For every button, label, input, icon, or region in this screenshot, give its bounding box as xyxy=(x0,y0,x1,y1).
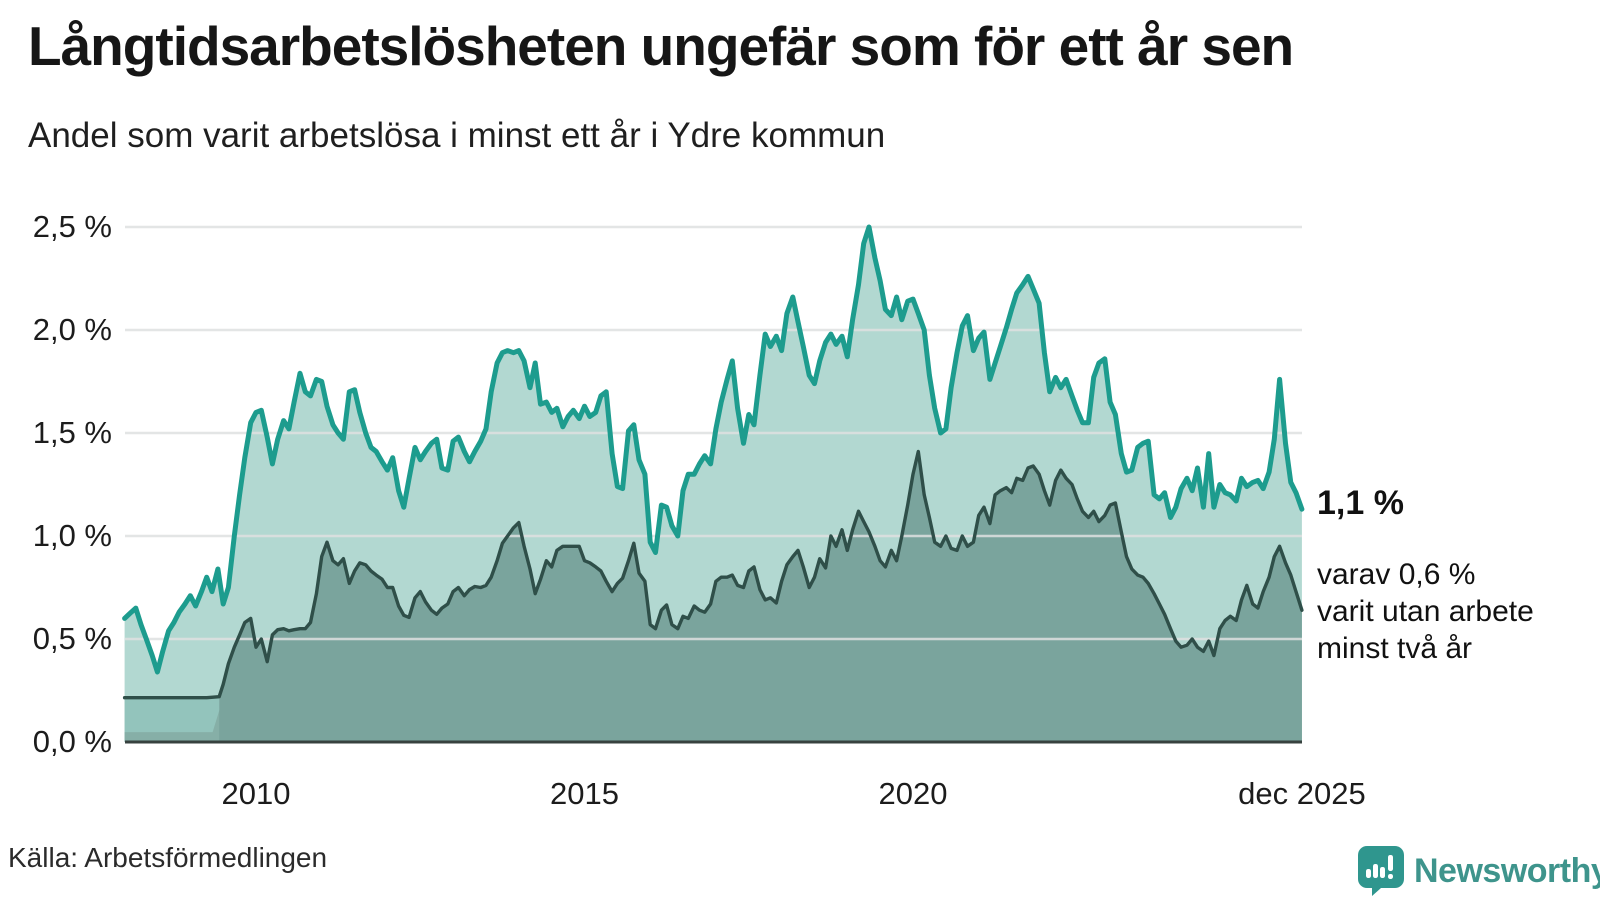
x-tick-label: dec 2025 xyxy=(1238,776,1366,811)
page-subtitle: Andel som varit arbetslösa i minst ett å… xyxy=(28,116,886,155)
y-tick-label: 0,5 % xyxy=(32,621,112,656)
source-label: Källa: Arbetsförmedlingen xyxy=(8,842,328,873)
newsworthy-wordmark: Newsworthy xyxy=(1414,851,1600,890)
x-tick-label: 2020 xyxy=(878,776,948,811)
annotation-latest-total: 1,1 % xyxy=(1317,484,1404,522)
newsworthy-icon xyxy=(1358,846,1404,896)
y-tick-label: 0,0 % xyxy=(32,724,112,759)
annotation-two-year-note: varav 0,6 % varit utan arbete minst två … xyxy=(1317,558,1534,665)
newsworthy-logo[interactable]: Newsworthy xyxy=(1358,846,1600,896)
y-tick-label: 2,0 % xyxy=(32,312,112,347)
page-title: Långtidsarbetslösheten ungefär som för e… xyxy=(28,15,1294,77)
y-tick-label: 1,0 % xyxy=(32,518,112,553)
x-tick-label: 2015 xyxy=(550,776,619,811)
y-tick-label: 1,5 % xyxy=(32,415,112,450)
x-tick-label: 2010 xyxy=(221,776,291,811)
y-tick-label: 2,5 % xyxy=(32,209,112,244)
